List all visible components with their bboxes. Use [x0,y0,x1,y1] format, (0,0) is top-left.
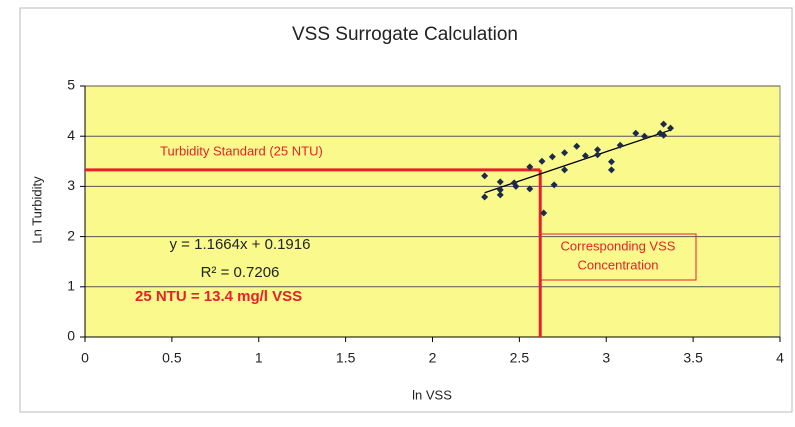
y-axis-label: Ln Turbidity [29,176,44,244]
x-tick-label: 4 [776,350,784,366]
point [660,120,668,128]
point [581,152,589,160]
point [481,193,489,201]
point [607,166,615,174]
y-tick-label: 5 [67,77,75,93]
reference-x-label: Concentration [578,257,659,272]
x-tick-label: 1.5 [336,350,356,366]
x-tick-label: 2.5 [510,350,530,366]
point [632,129,640,137]
trend-equation: y = 1.1664x + 0.1916 [170,236,311,253]
point [594,151,602,159]
point [594,146,602,154]
point [548,153,556,161]
chart-title: VSS Surrogate Calculation [292,24,518,45]
y-tick-label: 3 [67,177,75,193]
y-tick-label: 4 [67,127,75,143]
point [496,191,504,199]
x-tick-label: 3.5 [683,350,703,366]
plot-area [84,85,781,338]
point [561,166,569,174]
result-label: 25 NTU = 13.4 mg/l VSS [135,288,302,305]
point [616,141,624,149]
x-axis-label: ln VSS [412,387,452,402]
point [526,185,534,193]
reference-x-label: Corresponding VSS [561,238,676,253]
point [496,186,504,194]
point [561,149,569,157]
point [526,163,534,171]
point [538,157,546,165]
point [660,131,668,139]
y-tick-label: 2 [67,227,75,243]
point [540,209,548,217]
x-tick-label: 3 [602,350,610,366]
point [573,142,581,150]
reference-x-box [539,233,697,281]
point [607,158,615,166]
r-squared: R² = 0.7206 [201,264,280,281]
y-tick-label: 0 [67,328,75,344]
point [481,172,489,180]
x-tick-label: 0 [81,350,89,366]
point [496,178,504,186]
reference-y-label: Turbidity Standard (25 NTU) [160,143,323,158]
y-tick-label: 1 [67,278,75,294]
point [667,124,675,132]
point [512,182,520,190]
x-tick-label: 0.5 [162,350,182,366]
point [550,181,558,189]
point [640,132,648,140]
x-tick-label: 1 [255,350,263,366]
x-tick-label: 2 [429,350,437,366]
